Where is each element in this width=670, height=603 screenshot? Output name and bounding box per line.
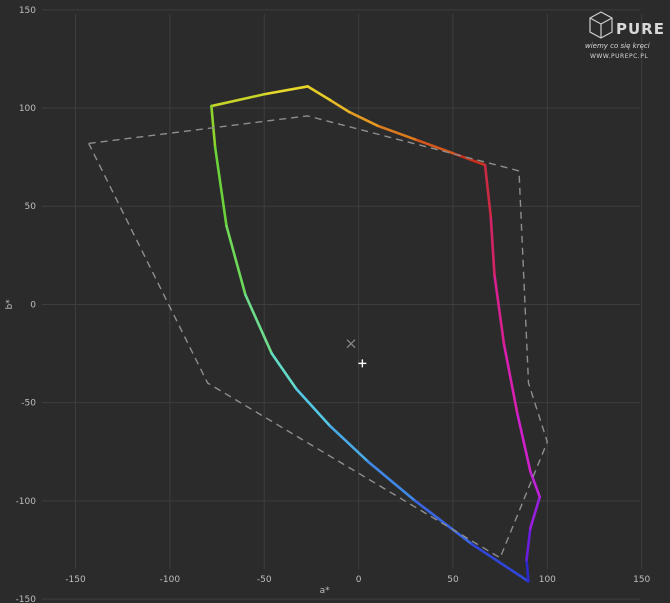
x-tick-label: -50 bbox=[257, 575, 272, 585]
gamut-segment bbox=[328, 424, 370, 463]
gamut-segment bbox=[525, 527, 532, 562]
gamut-segment bbox=[413, 138, 455, 155]
gamut-segment bbox=[489, 214, 496, 277]
gamut-segment bbox=[213, 146, 228, 228]
dashed-reference-gamut bbox=[88, 115, 549, 559]
gamut-segment bbox=[306, 85, 332, 102]
gamut-segment bbox=[295, 387, 332, 428]
x-tick-label: 0 bbox=[356, 575, 362, 585]
gamut-segment bbox=[502, 342, 519, 414]
y-tick-label: 0 bbox=[30, 300, 36, 310]
gamut-segment bbox=[347, 110, 379, 128]
gamut-segment bbox=[376, 124, 417, 141]
gamut-segment bbox=[529, 495, 542, 530]
gamut-segment bbox=[366, 460, 417, 503]
gamut-segment bbox=[529, 470, 542, 499]
purepc-logo: PURE PC wiemy co się kręci WWW.PUREPC.PL bbox=[585, 11, 670, 60]
gamut-segment bbox=[413, 499, 474, 546]
gamut-segment bbox=[225, 224, 247, 296]
y-tick-label: 100 bbox=[19, 104, 36, 114]
x-tick-label: 50 bbox=[447, 575, 459, 585]
y-tick-label: -150 bbox=[16, 595, 37, 603]
gamut-segment bbox=[244, 293, 274, 355]
gamut-segment bbox=[210, 104, 217, 149]
gamut-segment bbox=[483, 163, 493, 218]
gamut-segment bbox=[525, 558, 530, 583]
gamut-segment bbox=[210, 92, 266, 108]
gamut-segment bbox=[493, 273, 506, 346]
y-tick-label: -100 bbox=[16, 497, 37, 507]
x-axis-label: a* bbox=[320, 586, 331, 596]
y-tick-label: 50 bbox=[25, 202, 37, 212]
markers bbox=[346, 339, 367, 368]
x-tick-label: 100 bbox=[539, 575, 556, 585]
tick-labels: -150 -100 -50 0 50 100 150 150 100 50 0 -50 -100 -150 bbox=[16, 6, 651, 603]
gamut-segment bbox=[328, 98, 351, 114]
gamut-segment bbox=[262, 85, 309, 96]
series bbox=[88, 85, 549, 583]
cube-icon bbox=[589, 11, 613, 39]
y-tick-label: -50 bbox=[21, 399, 36, 409]
logo-tagline: wiemy co się kręci bbox=[585, 42, 650, 50]
gamut-segment bbox=[515, 411, 532, 473]
gamut-segment bbox=[270, 352, 298, 391]
x-tick-label: 150 bbox=[633, 575, 650, 585]
grid bbox=[42, 9, 643, 600]
y-tick-label: 150 bbox=[19, 6, 36, 16]
white-point-x-marker bbox=[346, 339, 356, 349]
logo-url: WWW.PUREPC.PL bbox=[590, 53, 648, 60]
gamut-segment bbox=[470, 542, 530, 583]
logo-brand: PURE PC bbox=[616, 20, 670, 38]
y-axis-label: b* bbox=[5, 299, 15, 310]
x-tick-label: -150 bbox=[65, 575, 86, 585]
x-tick-label: -100 bbox=[160, 575, 181, 585]
